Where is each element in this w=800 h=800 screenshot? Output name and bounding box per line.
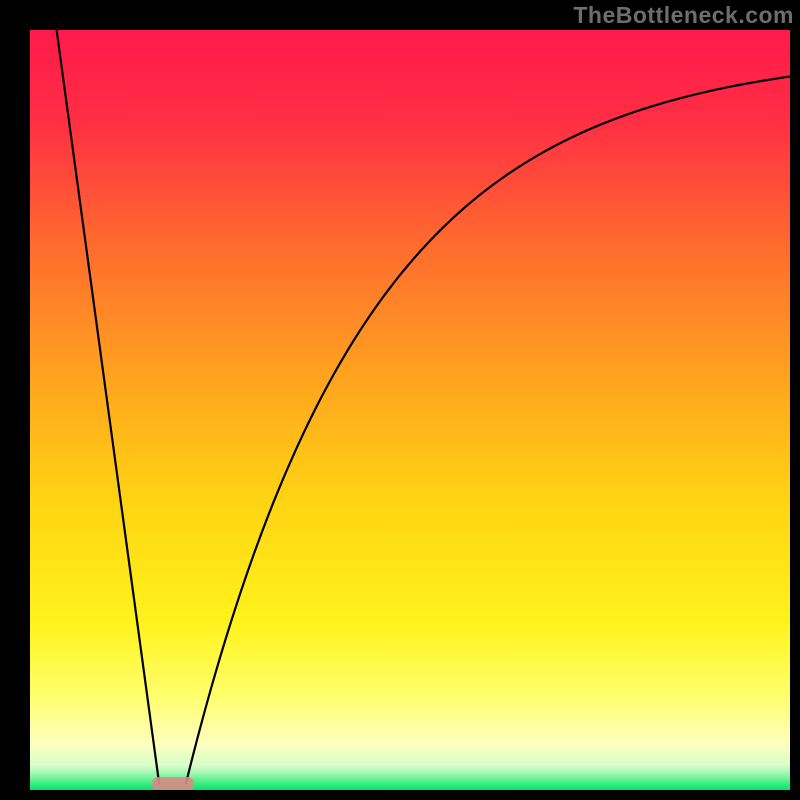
curve-ascending	[186, 77, 790, 784]
curve-descending	[57, 30, 160, 784]
watermark-text: TheBottleneck.com	[573, 2, 794, 29]
plot-area	[30, 30, 790, 790]
chart-container: TheBottleneck.com	[0, 0, 800, 800]
curves-svg	[30, 30, 790, 790]
valley-marker	[152, 777, 194, 790]
